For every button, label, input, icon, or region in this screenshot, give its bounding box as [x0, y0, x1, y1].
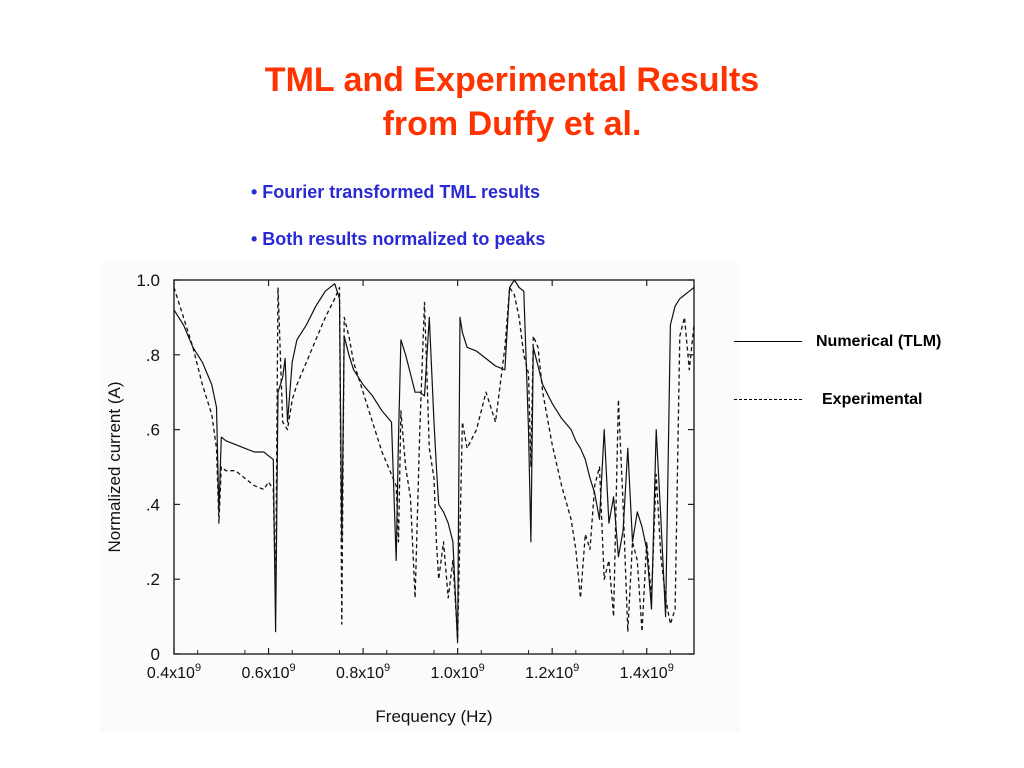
- x-tick-label: 0.8x109: [336, 662, 390, 682]
- x-tick-label: 1.4x109: [620, 662, 674, 682]
- x-tick-label: 1.0x109: [431, 662, 485, 682]
- y-tick-label: .4: [146, 495, 160, 514]
- x-tick-label-exponent: 9: [384, 662, 390, 674]
- legend-label-numerical: Numerical (TLM): [816, 333, 942, 350]
- slide-title-line-1: TML and Experimental Results: [264, 61, 760, 99]
- x-tick-label: 0.6x109: [241, 662, 295, 682]
- legend-dashed-line-icon: [734, 399, 802, 400]
- x-tick-label-exponent: 9: [573, 662, 579, 674]
- series-line-experimental: [173, 286, 695, 640]
- x-tick-label-base: 1.2x10: [525, 665, 573, 682]
- y-tick-label: .2: [146, 570, 160, 589]
- x-tick-label-base: 1.0x10: [431, 665, 479, 682]
- legend-item-experimental: Experimental: [732, 388, 1012, 412]
- x-tick-label-exponent: 9: [290, 662, 296, 674]
- legend-item-numerical: Numerical (TLM): [732, 330, 1012, 354]
- x-tick-label-exponent: 9: [195, 662, 201, 674]
- y-tick-label: 1.0: [136, 271, 160, 290]
- x-tick-label-exponent: 9: [668, 662, 674, 674]
- y-tick-label: .6: [146, 421, 160, 440]
- x-tick-label-base: 0.8x10: [336, 665, 384, 682]
- plot-frame: [173, 279, 695, 655]
- x-tick-label: 0.4x109: [147, 662, 201, 682]
- x-tick-label: 1.2x109: [525, 662, 579, 682]
- x-tick-label-exponent: 9: [479, 662, 485, 674]
- chart-svg: 0.2.4.6.81.00.4x109 0.6x109 0.8x109 1.0x109…: [105, 271, 695, 726]
- chart-figure: 0.2.4.6.8 1.0 0.4x109 0.6x109 0.8x109 1.0x109…: [100, 262, 740, 732]
- x-axis-title: Frequency (Hz): [375, 707, 492, 726]
- series-line-numerical: [173, 279, 695, 644]
- slide-title-line-2: from Duffy et al.: [382, 105, 642, 143]
- bullet-fourier: • Fourier transformed TML results: [251, 182, 541, 202]
- chart-legend: Numerical (TLM) Experimental: [732, 326, 1012, 426]
- x-tick-label-base: 0.4x10: [147, 665, 195, 682]
- bullet-normalized: • Both results normalized to peaks: [251, 229, 546, 249]
- y-tick-label: 0: [151, 645, 160, 664]
- bullet-list: • Fourier transformed TML results • Both…: [251, 180, 545, 274]
- x-tick-label-base: 0.6x10: [241, 665, 289, 682]
- legend-label-experimental: Experimental: [822, 391, 923, 408]
- y-axis-title: Normalized current (A): [105, 382, 124, 553]
- x-tick-label-base: 1.4x10: [620, 665, 668, 682]
- y-tick-label: .8: [146, 346, 160, 365]
- slide-title: TML and Experimental Results from Duffy …: [0, 58, 1024, 146]
- legend-solid-line-icon: [734, 341, 802, 342]
